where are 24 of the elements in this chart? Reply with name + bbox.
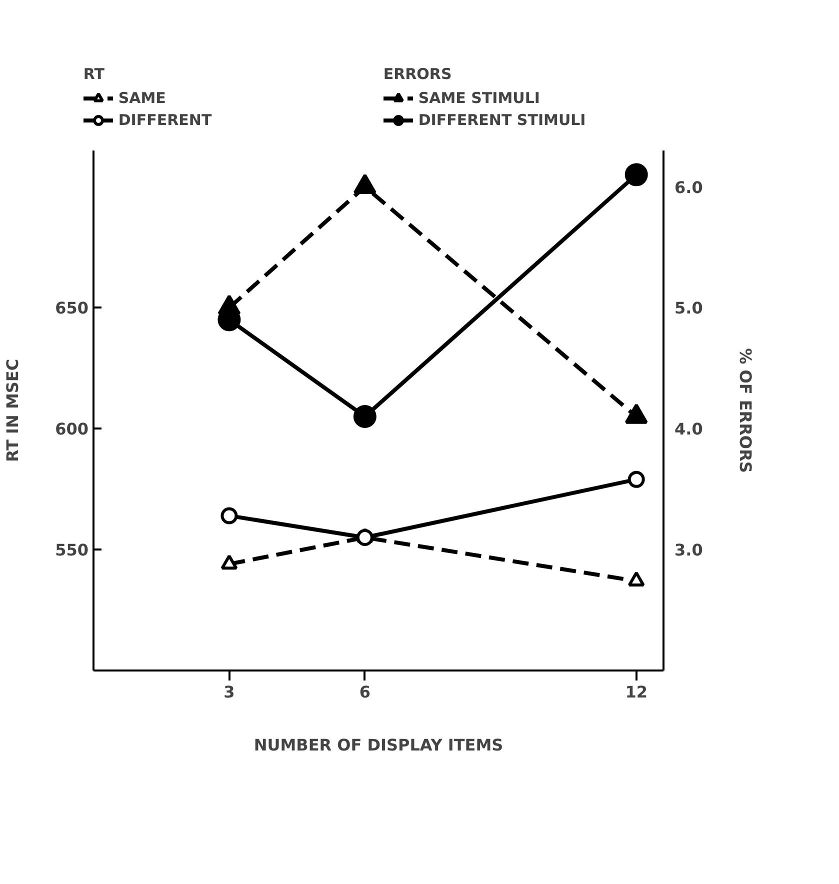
legend-label: DIFFERENT (118, 111, 212, 129)
point (220, 507, 238, 524)
y2-axis-title: % OF ERRORS (736, 348, 755, 473)
y2-tick-label: 3.0 (674, 540, 703, 560)
x-tick-label: 3 (224, 682, 235, 702)
point (628, 470, 645, 488)
y-tick-label: 550 (55, 540, 89, 560)
point (628, 571, 645, 587)
point (220, 554, 238, 570)
x-tick-label: 6 (359, 682, 371, 702)
y2-tick-label: 6.0 (674, 178, 703, 197)
y2-tick-label: 5.0 (674, 298, 703, 318)
legend-label: DIFFERENT STIMULI (418, 111, 586, 129)
y-tick-label: 600 (55, 420, 89, 439)
y-axis-title: RT IN MSEC (3, 358, 22, 462)
y-tick-label: 650 (55, 298, 89, 318)
point (356, 528, 374, 546)
legend-label: SAME (118, 89, 166, 107)
legend-label: SAME STIMULI (418, 89, 540, 107)
text: ERRORS (383, 65, 453, 83)
y2-tick-label: 4.0 (674, 420, 703, 439)
text: RT (83, 65, 106, 83)
x-axis-title: NUMBER OF DISPLAY ITEMS (254, 736, 504, 754)
x-tick-label: 12 (625, 682, 648, 702)
